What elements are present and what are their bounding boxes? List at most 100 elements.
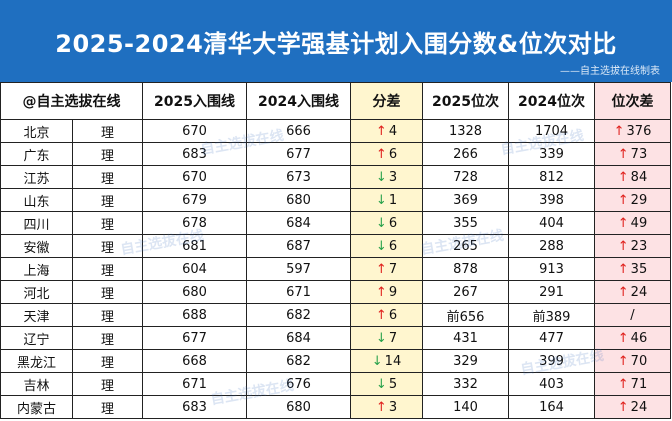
score-diff-cell: ↑ 6: [350, 303, 423, 327]
up-arrow-icon: ↑: [617, 353, 629, 369]
up-arrow-icon: ↑: [617, 376, 629, 392]
rank-2024-cell: 288: [508, 234, 595, 258]
score-2025-cell-value: 670: [182, 123, 207, 139]
rank-diff-cell: ↑ 49: [594, 211, 671, 235]
down-arrow-icon: ↓: [375, 330, 387, 346]
subject-cell-value: 理: [100, 263, 114, 279]
rank-diff-cell-value: 23: [630, 238, 648, 254]
rank-2025-cell-value: 140: [453, 399, 478, 415]
score-diff-cell: ↑ 9: [350, 280, 423, 304]
rank-2025-cell: 878: [422, 257, 509, 281]
rank-2024-cell-value: 404: [539, 215, 564, 231]
score-table: @自主选拔在线 2025入围线 2024入围线 分差 2025位次 2024位次…: [0, 82, 671, 419]
rank-diff-cell: ↑ 24: [594, 395, 671, 419]
score-2025-cell: 681: [142, 234, 247, 258]
score-2025-cell-value: 671: [182, 376, 207, 392]
rank-2025-cell-value: 329: [453, 353, 478, 369]
rank-2024-cell: 1704: [508, 119, 595, 143]
province-cell: 吉林: [0, 372, 73, 396]
score-diff-cell-value: 1: [388, 192, 398, 208]
province-cell: 上海: [0, 257, 73, 281]
subject-cell-value: 理: [100, 240, 114, 256]
score-2024-cell: 597: [246, 257, 351, 281]
score-diff-cell-value: 6: [388, 215, 398, 231]
up-arrow-icon: ↑: [617, 284, 629, 300]
score-2024-cell-value: 682: [286, 307, 311, 323]
rank-2025-cell: 431: [422, 326, 509, 350]
subject-cell-value: 理: [100, 355, 114, 371]
rank-2025-cell-value: 878: [453, 261, 478, 277]
up-arrow-icon: ↑: [375, 146, 387, 162]
rank-2025-cell-value: 1328: [448, 123, 483, 139]
rank-2024-cell: 398: [508, 188, 595, 212]
rank-2025-cell: 1328: [422, 119, 509, 143]
rank-2024-cell-value: 477: [539, 330, 564, 346]
rank-2024-cell: 164: [508, 395, 595, 419]
subject-cell: 理: [72, 211, 143, 235]
score-2024-cell: 666: [246, 119, 351, 143]
score-diff-cell: ↓ 7: [350, 326, 423, 350]
rank-2024-cell: 404: [508, 211, 595, 235]
score-2025-cell-value: 680: [182, 284, 207, 300]
province-cell-value: 黑龙江: [16, 355, 56, 371]
rank-2024-cell-value: 288: [539, 238, 564, 254]
score-2025-cell-value: 604: [182, 261, 207, 277]
rank-2024-cell-value: 913: [539, 261, 564, 277]
down-arrow-icon: ↓: [375, 376, 387, 392]
table-row: 黑龙江 理 668 682 ↓ 14 329 399 ↑ 70: [0, 349, 671, 373]
score-diff-cell-value: 6: [388, 238, 398, 254]
subject-cell: 理: [72, 395, 143, 419]
score-diff-cell-value: 9: [388, 284, 398, 300]
rank-2025-cell: 728: [422, 165, 509, 189]
subject-cell: 理: [72, 165, 143, 189]
province-cell-value: 安徽: [23, 240, 50, 256]
header-source: @自主选拔在线: [0, 82, 143, 120]
score-diff-cell: ↓ 6: [350, 211, 423, 235]
score-2025-cell: 670: [142, 165, 247, 189]
score-2024-cell-value: 671: [286, 284, 311, 300]
province-cell: 江苏: [0, 165, 73, 189]
rank-2024-cell: 477: [508, 326, 595, 350]
score-2024-cell-value: 680: [286, 192, 311, 208]
subject-cell-value: 理: [100, 194, 114, 210]
subject-cell-value: 理: [100, 332, 114, 348]
rank-2024-cell-value: 164: [539, 399, 564, 415]
header-rank-2024: 2024位次: [508, 82, 595, 120]
rank-diff-cell-value: 70: [630, 353, 648, 369]
province-cell-value: 上海: [23, 263, 50, 279]
score-diff-cell-value: 7: [388, 330, 398, 346]
score-2024-cell-value: 676: [286, 376, 311, 392]
rank-diff-cell-value: 49: [630, 215, 648, 231]
rank-2025-cell-value: 267: [453, 284, 478, 300]
score-2024-cell: 682: [246, 303, 351, 327]
score-2025-cell: 678: [142, 211, 247, 235]
score-2025-cell-value: 683: [182, 146, 207, 162]
title-banner: 2025-2024清华大学强基计划入围分数&位次对比 ——自主选拔在线制表: [0, 0, 672, 82]
score-2024-cell: 677: [246, 142, 351, 166]
subject-cell-value: 理: [100, 125, 114, 141]
rank-diff-cell: ↑ 376: [594, 119, 671, 143]
rank-diff-cell-value: 35: [630, 261, 648, 277]
subject-cell-value: 理: [100, 309, 114, 325]
up-arrow-icon: ↑: [617, 238, 629, 254]
up-arrow-icon: ↑: [375, 284, 387, 300]
province-cell: 山东: [0, 188, 73, 212]
province-cell-value: 山东: [23, 194, 50, 210]
score-diff-cell: ↓ 1: [350, 188, 423, 212]
rank-diff-cell-value: 71: [630, 376, 648, 392]
province-cell-value: 辽宁: [23, 332, 50, 348]
score-diff-cell-value: 3: [388, 399, 398, 415]
score-2024-cell: 682: [246, 349, 351, 373]
score-2025-cell: 680: [142, 280, 247, 304]
rank-2025-cell: 前656: [422, 303, 509, 327]
rank-2024-cell-value: 1704: [534, 123, 569, 139]
score-2025-cell-value: 688: [182, 307, 207, 323]
score-2024-cell: 673: [246, 165, 351, 189]
province-cell: 黑龙江: [0, 349, 73, 373]
rank-diff-cell: ↑ 35: [594, 257, 671, 281]
subject-cell: 理: [72, 303, 143, 327]
table-row: 北京理 670 666 ↑ 4 1328 1704 ↑ 376: [0, 119, 671, 143]
score-2025-cell: 670: [142, 119, 247, 143]
subject-cell-value: 理: [100, 148, 114, 164]
